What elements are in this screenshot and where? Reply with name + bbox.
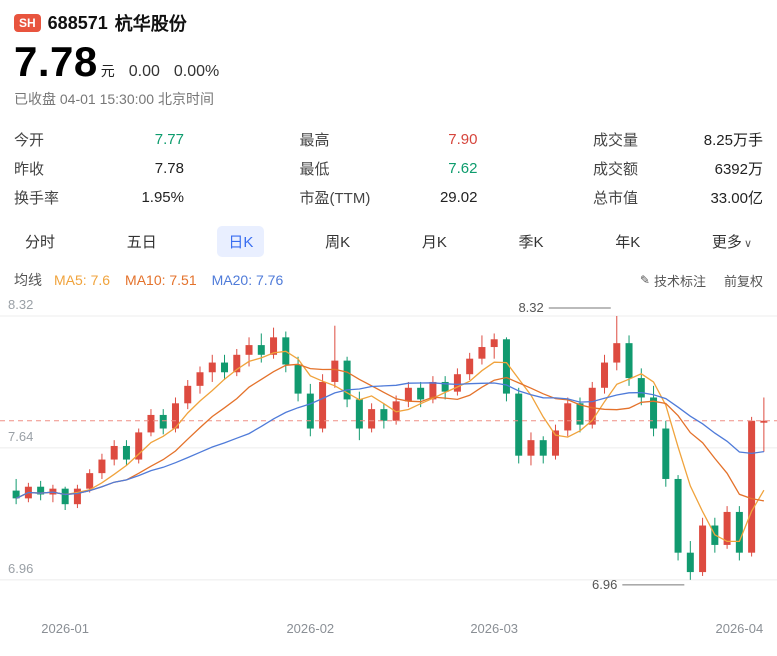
tab-quarterly-k[interactable]: 季K [508,226,555,257]
tech-annotation-button[interactable]: ✎ 技术标注 [640,271,706,290]
ma-layer [15,350,765,543]
current-price: 7.78 [14,38,98,85]
stat-row-turnover-rate: 换手率 1.95% [14,183,184,212]
title-row: SH 688571 杭华股份 [14,10,763,36]
svg-text:6.96: 6.96 [8,561,33,576]
ma-legend-title: 均线 [14,272,42,288]
tool-label: 技术标注 [653,273,706,289]
ma10-legend: MA10: 7.51 [125,272,197,288]
svg-text:7.64: 7.64 [8,429,33,444]
stat-label-low: 最低 [299,161,330,178]
pen-annotation-icon: ✎ [639,273,650,287]
stock-name: 杭华股份 [114,14,187,34]
svg-text:2026-03: 2026-03 [470,621,518,636]
stat-label-pe-ttm: 市盈(TTM) [299,190,371,207]
stat-value-turnover-rate: 1.95% [141,189,184,206]
stat-row-amount: 成交额 6392万 [593,154,763,183]
stat-label-market-cap: 总市值 [593,190,639,207]
tab-monthly-k[interactable]: 月K [411,226,458,257]
ma20-legend: MA20: 7.76 [211,272,284,288]
stat-label-turnover-rate: 换手率 [14,190,60,207]
period-tabs: 分时 五日 日K 周K 月K 季K 年K 更多 ∨ [0,212,777,263]
tab-daily-k[interactable]: 日K [217,226,265,257]
stat-row-pe-ttm: 市盈(TTM) 29.02 [300,183,478,212]
stat-value-prev-close: 7.78 [154,160,184,177]
svg-text:6.96: 6.96 [592,577,617,592]
stat-label-open: 今开 [14,132,45,149]
header: SH 688571 杭华股份 7.78 元 0.00 0.00% 已收盘 04-… [0,0,777,109]
ma5-legend: MA5: 7.6 [54,272,111,288]
price-change-percent: 0.00% [173,63,220,80]
ma-legend-items: MA5: 7.6 MA10: 7.51 MA20: 7.76 [54,272,283,288]
stat-row-open: 今开 7.77 [14,125,184,154]
stats-column-3: 成交量 8.25万手成交额 6392万总市值 33.00亿 [593,125,763,212]
tab-label: 更多 [711,234,742,251]
tab-label: 年K [615,234,641,251]
grid-layer: 8.32 7.64 6.96 [0,297,777,581]
stat-value-amount: 6392万 [714,161,763,178]
tab-label: 季K [518,234,544,251]
stat-label-high: 最高 [299,132,330,149]
stat-value-volume: 8.25万手 [703,132,763,149]
currency-unit: 元 [100,63,115,79]
stats-column-2: 最高 7.90 最低 7.62 市盈(TTM) 29.02 [300,125,478,212]
tab-more[interactable]: 更多 ∨ [701,226,763,257]
stat-label-prev-close: 昨收 [14,161,45,178]
svg-text:2026-02: 2026-02 [286,621,334,636]
stat-row-prev-close: 昨收 7.78 [14,154,184,183]
x-axis-labels: 2026-01 2026-02 2026-03 2026-04 [41,621,763,636]
chevron-down-icon: ∨ [743,238,752,250]
svg-text:8.32: 8.32 [518,300,543,315]
tab-five-day[interactable]: 五日 [116,226,168,257]
price-row: 7.78 元 0.00 0.00% [14,38,763,86]
annotations-layer: 8.32 6.96 [518,300,685,592]
stat-row-market-cap: 总市值 33.00亿 [593,183,763,212]
tab-label: 月K [421,234,447,251]
chart-tools: ✎ 技术标注 前复权 [640,271,763,290]
stat-row-high: 最高 7.90 [300,125,478,154]
market-status: 已收盘 04-01 15:30:00 北京时间 [14,91,214,107]
tab-label: 五日 [126,234,157,251]
svg-text:2026-04: 2026-04 [715,621,763,636]
tab-yearly-k[interactable]: 年K [604,226,651,257]
stock-symbol: 688571 [47,12,108,33]
stats-column-1: 今开 7.77 昨收 7.78 换手率 1.95% [14,125,184,212]
exchange-badge: SH [14,13,41,33]
stat-row-volume: 成交量 8.25万手 [593,125,763,154]
tab-label: 分时 [25,234,56,251]
tab-minute[interactable]: 分时 [14,226,66,257]
stat-row-low: 最低 7.62 [300,154,478,183]
stat-label-volume: 成交量 [593,132,639,149]
tab-label: 日K [228,234,254,251]
tab-weekly-k[interactable]: 周K [314,226,361,257]
stats-grid: 今开 7.77 昨收 7.78 换手率 1.95% 最高 7.90 最低 7.62 市盈(TTM) 2… [0,109,777,212]
stat-label-amount: 成交额 [593,161,639,178]
price-change: 0.00 [128,63,160,80]
stat-value-high: 7.90 [448,131,478,148]
candles-layer [12,316,768,580]
stat-value-market-cap: 33.00亿 [710,190,763,207]
forward-adjusted-button[interactable]: 前复权 [724,271,763,290]
tool-label: 前复权 [723,273,763,289]
svg-text:2026-01: 2026-01 [41,621,89,636]
indicator-legend: 均线 MA5: 7.6 MA10: 7.51 MA20: 7.76 ✎ 技术标注 前复权 [0,263,777,290]
tab-label: 周K [325,234,351,251]
svg-text:8.32: 8.32 [8,297,33,312]
stat-value-open: 7.77 [154,131,184,148]
stat-value-low: 7.62 [448,160,478,177]
stat-value-pe-ttm: 29.02 [439,189,478,206]
